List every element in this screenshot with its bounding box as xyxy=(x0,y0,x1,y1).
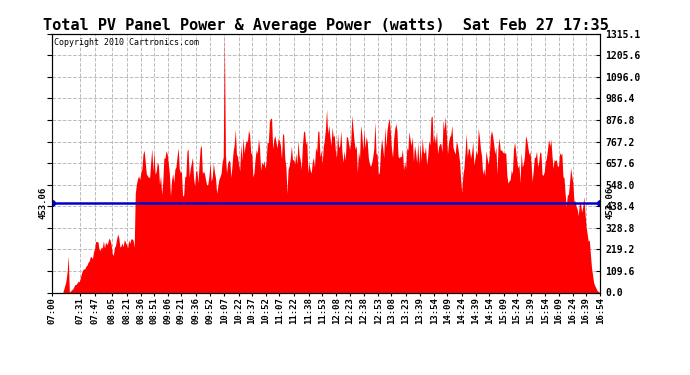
Title: Total PV Panel Power & Average Power (watts)  Sat Feb 27 17:35: Total PV Panel Power & Average Power (wa… xyxy=(43,18,609,33)
Text: Copyright 2010 Cartronics.com: Copyright 2010 Cartronics.com xyxy=(55,38,199,46)
Text: 453.06: 453.06 xyxy=(39,187,48,219)
Text: 453.06: 453.06 xyxy=(606,187,615,219)
